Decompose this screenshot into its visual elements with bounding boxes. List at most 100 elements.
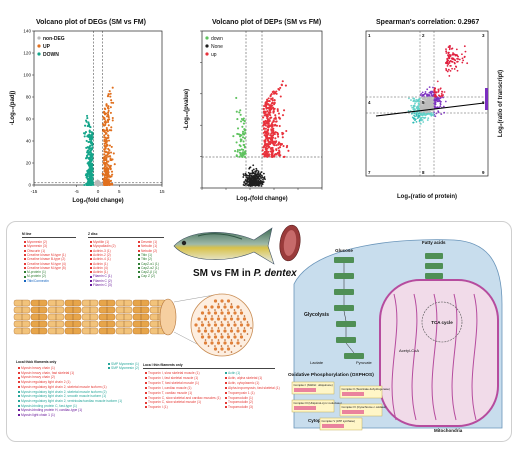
point — [418, 98, 420, 101]
protein-marker-icon — [145, 401, 147, 404]
point-up — [271, 150, 274, 154]
point-up — [463, 45, 466, 48]
thick-filament-dot — [213, 323, 218, 327]
point-up — [280, 83, 283, 86]
protein-marker-icon — [225, 401, 227, 404]
protein-marker-icon — [18, 414, 20, 417]
point-up — [105, 141, 108, 144]
point-up — [108, 166, 111, 169]
point-up — [104, 108, 107, 111]
point — [428, 106, 431, 109]
thick-filament-dot — [216, 329, 221, 333]
point — [414, 100, 416, 103]
thin-filament-dot — [207, 345, 210, 347]
point-up — [277, 142, 280, 145]
point-none — [253, 172, 256, 175]
protein-item: CapZ-α2 (1) — [138, 266, 159, 270]
point-up — [285, 129, 288, 133]
point-up — [109, 155, 112, 158]
point-up — [107, 179, 110, 182]
point — [417, 106, 420, 109]
protein-name: Troponin I, slow skeletal muscle (1) — [148, 371, 200, 375]
point-up — [464, 50, 467, 53]
protein-bar — [294, 388, 316, 392]
protein-item: Titin (1) — [138, 253, 152, 257]
point — [423, 105, 426, 108]
point-up — [269, 124, 272, 128]
point-up — [445, 62, 447, 65]
point-up — [105, 144, 108, 148]
protein-marker-icon — [24, 262, 26, 265]
thin-filament-dot — [198, 327, 200, 329]
enzyme-box — [425, 263, 443, 269]
point — [440, 113, 443, 116]
point-up — [103, 136, 106, 139]
point — [419, 103, 422, 106]
point — [442, 94, 445, 96]
protein-marker-icon — [24, 245, 26, 248]
point-up — [279, 86, 282, 89]
point-up — [105, 182, 108, 185]
protein-name: Actinin-3 (1) — [93, 248, 111, 253]
point-down — [88, 134, 92, 137]
point-up — [270, 137, 273, 140]
point — [415, 115, 418, 117]
point-down — [239, 145, 242, 148]
point — [421, 112, 423, 115]
protein-item: Myosin heavy chain (1) — [18, 366, 55, 370]
acetyl-coa-label: Acetyl-CoA — [399, 348, 419, 353]
point-down — [243, 143, 246, 146]
point-up — [449, 64, 452, 67]
point-down — [86, 135, 89, 138]
point — [437, 88, 440, 91]
point-up — [270, 155, 273, 158]
legend-label: up — [211, 52, 217, 58]
point-up — [266, 143, 269, 146]
point-up — [263, 151, 266, 154]
enzyme-box — [334, 257, 354, 263]
protein-marker-icon — [90, 262, 92, 265]
point — [435, 99, 438, 101]
point-up — [101, 123, 105, 126]
point-none — [250, 172, 252, 175]
point — [424, 91, 427, 93]
y-tick-label: 140 — [23, 29, 31, 34]
point-up — [445, 67, 447, 70]
complex-label: Complex III (Ubiquinol-cyt c reductase) — [294, 401, 342, 405]
point-up — [270, 139, 273, 142]
point — [418, 107, 421, 110]
point-up — [456, 60, 459, 63]
protein-name: Nebulin (2) — [141, 248, 158, 253]
point — [416, 106, 418, 109]
protein-name: Alpha-tropomyosin, fast skeletal (1) — [228, 385, 280, 390]
point-up — [447, 46, 450, 49]
point-up — [106, 167, 110, 171]
protein-item: Myosin heavy chain (2) — [18, 375, 55, 379]
thick-filament-dot — [200, 311, 205, 315]
protein-item: CapZ-α1 (1) — [138, 262, 159, 266]
protein-marker-icon — [225, 386, 227, 389]
protein-name: Myosin regulatory light chain 2, smooth … — [21, 394, 107, 399]
point-up — [106, 130, 109, 133]
protein-name: Myotilin (1) — [93, 240, 110, 244]
protein-marker-icon — [145, 406, 147, 409]
y-axis-label: -Log₁₀(pvalue) — [184, 89, 190, 130]
thin-filament-dot — [204, 315, 207, 317]
point-none — [248, 177, 251, 179]
cristae — [411, 293, 418, 421]
thick-filament-dot — [210, 305, 214, 309]
point-up — [280, 143, 283, 146]
thick-filament-dot — [220, 323, 224, 327]
protein-item: Troponin I (1) — [145, 405, 168, 409]
protein-name: Myomesin (2) — [27, 240, 47, 244]
point-up — [108, 181, 111, 184]
point-up — [273, 124, 276, 127]
thin-filament-dot — [217, 315, 220, 317]
x-tick-label: -5 — [75, 189, 80, 194]
thick-filament-dot — [207, 311, 211, 315]
point-down — [89, 138, 92, 141]
point-up — [270, 104, 273, 107]
protein-item: Myosin regulatory light chain 2, skeleta… — [18, 390, 107, 394]
thin-filament-dot — [230, 303, 233, 305]
point-up — [111, 119, 114, 122]
